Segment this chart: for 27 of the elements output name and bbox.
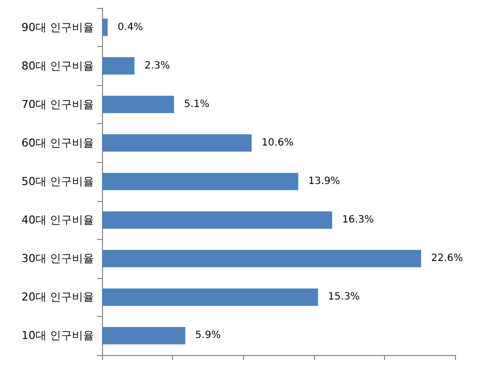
y-tick-label: 40대 인구비율 — [22, 214, 94, 227]
y-tick-label: 10대 인구비율 — [22, 329, 94, 342]
bar — [102, 172, 298, 190]
data-label: 15.3% — [328, 292, 360, 303]
bar — [102, 18, 108, 36]
y-tick-label: 20대 인구비율 — [22, 290, 94, 304]
data-label: 10.6% — [262, 137, 294, 148]
data-label: 13.9% — [308, 176, 340, 187]
y-tick-label: 50대 인구비율 — [22, 175, 94, 188]
data-label: 5.9% — [195, 330, 221, 342]
y-tick-label: 90대 인구비율 — [22, 20, 94, 34]
y-tick-label: 30대 인구비율 — [22, 252, 94, 266]
data-label: 22.6% — [431, 253, 463, 264]
data-label: 0.4% — [118, 22, 144, 33]
bar — [102, 96, 174, 114]
data-label: 16.3% — [342, 214, 374, 226]
bar — [102, 134, 252, 152]
data-label: 5.1% — [184, 98, 210, 110]
bar — [102, 250, 422, 268]
y-tick-label: 70대 인구비율 — [22, 98, 94, 111]
data-label: 2.3% — [144, 60, 170, 72]
bar — [102, 211, 332, 229]
bar — [102, 57, 134, 75]
bar — [102, 288, 318, 306]
bar — [102, 327, 186, 344]
y-tick-label: 80대 인구비율 — [22, 59, 94, 72]
y-tick-label: 60대 인구비율 — [22, 136, 94, 150]
